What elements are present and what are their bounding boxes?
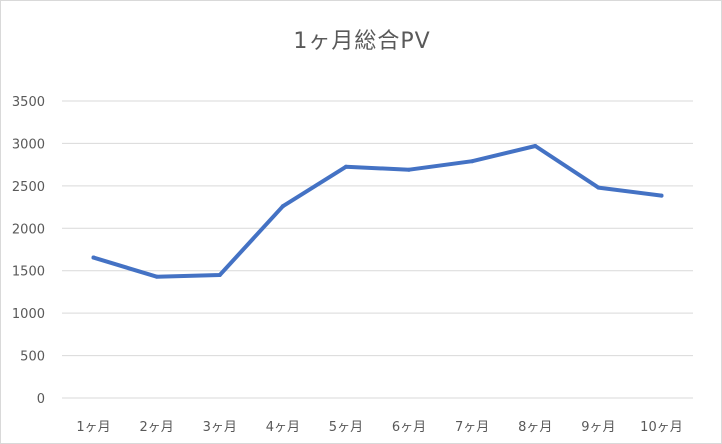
y-tick-label: 2500 xyxy=(12,180,45,195)
x-tick-label: 5ヶ月 xyxy=(329,420,363,435)
x-tick-label: 1ヶ月 xyxy=(76,420,110,435)
y-tick-label: 500 xyxy=(20,350,45,365)
data-point xyxy=(280,204,285,209)
x-tick-label: 9ヶ月 xyxy=(581,420,615,435)
series-layer xyxy=(91,143,664,279)
data-point xyxy=(91,255,96,260)
series-line xyxy=(91,144,664,279)
data-point xyxy=(154,274,159,279)
y-tick-label: 0 xyxy=(37,392,45,407)
x-tick-label: 7ヶ月 xyxy=(455,420,489,435)
data-point xyxy=(659,193,664,198)
x-axis-tick-labels: 1ヶ月 2ヶ月 3ヶ月 4ヶ月 5ヶ月 6ヶ月 7ヶ月 8ヶ月 9ヶ月 10ヶ月 xyxy=(76,420,682,435)
data-point xyxy=(533,143,538,148)
y-tick-label: 1500 xyxy=(12,265,45,280)
y-tick-label: 2000 xyxy=(12,222,45,237)
gridlines xyxy=(62,100,693,399)
x-tick-label: 4ヶ月 xyxy=(266,420,300,435)
y-tick-label: 3500 xyxy=(12,95,45,110)
x-tick-label: 6ヶ月 xyxy=(392,420,426,435)
y-tick-label: 1000 xyxy=(12,307,45,322)
data-point xyxy=(470,159,475,164)
chart-title: 1ヶ月総合PV xyxy=(293,29,431,54)
x-tick-label: 2ヶ月 xyxy=(140,420,174,435)
y-tick-label: 3000 xyxy=(12,137,45,152)
x-tick-label: 10ヶ月 xyxy=(640,420,683,435)
y-axis-tick-labels: 0 500 1000 1500 2000 2500 3000 3500 xyxy=(12,95,45,407)
x-tick-label: 8ヶ月 xyxy=(518,420,552,435)
x-tick-label: 3ヶ月 xyxy=(203,420,237,435)
data-point xyxy=(217,272,222,277)
data-point xyxy=(596,185,601,190)
data-point xyxy=(343,164,348,169)
data-point xyxy=(407,167,412,172)
